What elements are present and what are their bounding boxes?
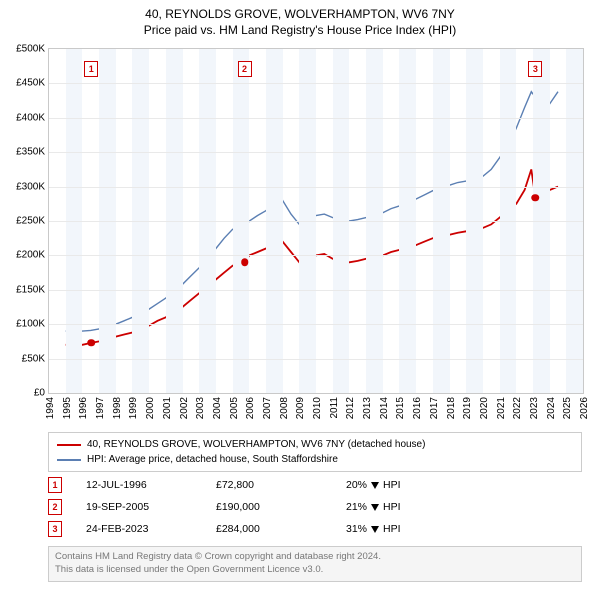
x-tick-label: 2018 <box>446 397 457 419</box>
y-tick-label: £450K <box>16 78 45 89</box>
x-tick-label: 2004 <box>212 397 223 419</box>
legend-label-hpi: HPI: Average price, detached house, Sout… <box>87 454 338 465</box>
sale-num-box: 3 <box>48 521 62 537</box>
sales-row: 3 24-FEB-2023£284,00031%HPI <box>48 518 582 540</box>
sale-marker-2: 2 <box>238 61 252 77</box>
x-tick-label: 2026 <box>579 397 590 419</box>
x-tick-label: 2006 <box>245 397 256 419</box>
legend-row: 40, REYNOLDS GROVE, WOLVERHAMPTON, WV6 7… <box>57 437 573 452</box>
sale-price: £72,800 <box>216 479 346 491</box>
sale-num-box: 2 <box>48 499 62 515</box>
x-tick-label: 2019 <box>462 397 473 419</box>
x-tick-label: 2016 <box>412 397 423 419</box>
y-tick-label: £350K <box>16 147 45 158</box>
x-tick-label: 2017 <box>429 397 440 419</box>
y-tick-label: £100K <box>16 319 45 330</box>
grid-h <box>49 359 583 360</box>
sale-date: 24-FEB-2023 <box>86 523 216 535</box>
arrow-down-icon <box>371 504 379 511</box>
x-tick-label: 2000 <box>145 397 156 419</box>
x-tick-label: 2005 <box>229 397 240 419</box>
y-tick-label: £150K <box>16 284 45 295</box>
x-tick-label: 2023 <box>529 397 540 419</box>
y-tick-label: £500K <box>16 44 45 55</box>
y-tick-label: £0 <box>34 388 45 399</box>
x-tick-label: 2011 <box>329 397 340 419</box>
arrow-down-icon <box>371 526 379 533</box>
grid-h <box>49 290 583 291</box>
title-line2: Price paid vs. HM Land Registry's House … <box>0 22 600 38</box>
title-block: 40, REYNOLDS GROVE, WOLVERHAMPTON, WV6 7… <box>0 0 600 38</box>
x-tick-label: 2021 <box>496 397 507 419</box>
sales-row: 1 12-JUL-1996£72,80020%HPI <box>48 474 582 496</box>
x-tick-label: 2010 <box>312 397 323 419</box>
y-tick-label: £300K <box>16 181 45 192</box>
x-tick-label: 1999 <box>128 397 139 419</box>
plot-area: £0£50K£100K£150K£200K£250K£300K£350K£400… <box>48 48 584 394</box>
grid-h <box>49 255 583 256</box>
footer: Contains HM Land Registry data © Crown c… <box>48 546 582 582</box>
x-tick-label: 1994 <box>45 397 56 419</box>
sales-row: 2 19-SEP-2005£190,00021%HPI <box>48 496 582 518</box>
legend: 40, REYNOLDS GROVE, WOLVERHAMPTON, WV6 7… <box>48 432 582 472</box>
sale-dot-2 <box>241 259 249 267</box>
x-tick-label: 2014 <box>379 397 390 419</box>
y-tick-label: £250K <box>16 216 45 227</box>
grid-h <box>49 83 583 84</box>
legend-swatch-property <box>57 444 81 446</box>
title-line1: 40, REYNOLDS GROVE, WOLVERHAMPTON, WV6 7… <box>0 6 600 22</box>
y-tick-label: £400K <box>16 112 45 123</box>
x-tick-label: 2009 <box>295 397 306 419</box>
grid-h <box>49 152 583 153</box>
x-tick-label: 2013 <box>362 397 373 419</box>
grid-h <box>49 324 583 325</box>
sale-marker-3: 3 <box>528 61 542 77</box>
sale-price: £190,000 <box>216 501 346 513</box>
sale-dot-1 <box>87 339 95 347</box>
grid-h <box>49 187 583 188</box>
x-tick-label: 2024 <box>546 397 557 419</box>
sale-marker-1: 1 <box>84 61 98 77</box>
x-tick-label: 2015 <box>395 397 406 419</box>
sale-delta: 21%HPI <box>346 501 401 513</box>
x-tick-label: 2012 <box>345 397 356 419</box>
x-tick-label: 2002 <box>179 397 190 419</box>
legend-swatch-hpi <box>57 459 81 461</box>
sale-date: 19-SEP-2005 <box>86 501 216 513</box>
arrow-down-icon <box>371 482 379 489</box>
x-tick-label: 1998 <box>112 397 123 419</box>
sale-price: £284,000 <box>216 523 346 535</box>
sale-num-box: 1 <box>48 477 62 493</box>
x-tick-label: 2008 <box>279 397 290 419</box>
sale-dot-3 <box>532 194 540 202</box>
sales-table: 1 12-JUL-1996£72,80020%HPI 2 19-SEP-2005£19… <box>48 474 582 540</box>
x-tick-label: 1996 <box>78 397 89 419</box>
x-tick-label: 2001 <box>162 397 173 419</box>
y-tick-label: £200K <box>16 250 45 261</box>
x-tick-label: 2007 <box>262 397 273 419</box>
x-tick-label: 1995 <box>62 397 73 419</box>
grid-h <box>49 221 583 222</box>
sale-delta: 20%HPI <box>346 479 401 491</box>
sale-delta: 31%HPI <box>346 523 401 535</box>
footer-line2: This data is licensed under the Open Gov… <box>55 564 575 577</box>
x-tick-label: 2025 <box>562 397 573 419</box>
grid-h <box>49 118 583 119</box>
sale-date: 12-JUL-1996 <box>86 479 216 491</box>
legend-row: HPI: Average price, detached house, Sout… <box>57 452 573 467</box>
footer-line1: Contains HM Land Registry data © Crown c… <box>55 551 575 564</box>
x-tick-label: 2003 <box>195 397 206 419</box>
x-tick-label: 2020 <box>479 397 490 419</box>
x-tick-label: 1997 <box>95 397 106 419</box>
chart-container: 40, REYNOLDS GROVE, WOLVERHAMPTON, WV6 7… <box>0 0 600 590</box>
x-tick-label: 2022 <box>512 397 523 419</box>
legend-label-property: 40, REYNOLDS GROVE, WOLVERHAMPTON, WV6 7… <box>87 439 425 450</box>
y-tick-label: £50K <box>22 353 45 364</box>
